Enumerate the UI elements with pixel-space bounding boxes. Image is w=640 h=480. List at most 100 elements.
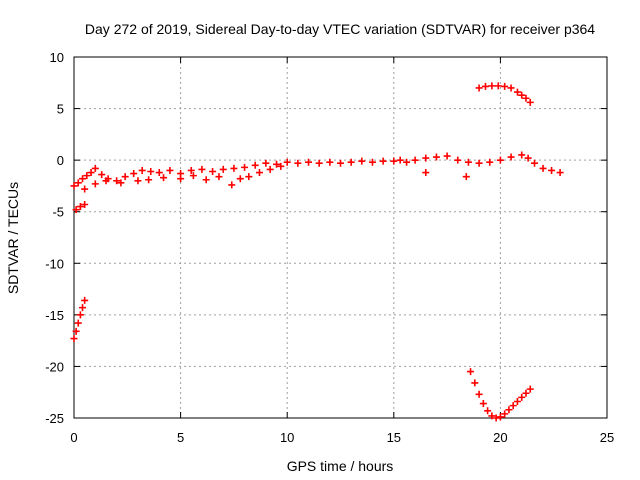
- y-tick-label: -25: [45, 411, 64, 426]
- data-point: [501, 410, 509, 418]
- data-point: [305, 158, 313, 166]
- data-point: [464, 158, 472, 166]
- data-point: [390, 157, 398, 165]
- data-point: [74, 319, 82, 327]
- data-point: [130, 170, 138, 178]
- data-point: [81, 200, 89, 208]
- data-point: [160, 174, 168, 182]
- data-point: [81, 185, 89, 193]
- y-tick-label: 10: [50, 50, 64, 65]
- data-point: [76, 311, 84, 319]
- data-point: [505, 406, 513, 414]
- data-point: [166, 166, 174, 174]
- data-point: [443, 152, 451, 160]
- axis-ticks: 0 5 10 15 20 25 -25 -20 -15 -10 -5 0 5 10: [45, 50, 614, 445]
- data-point: [87, 169, 95, 177]
- data-point: [145, 176, 153, 184]
- grid: [74, 57, 607, 418]
- data-point: [230, 164, 238, 172]
- data-point: [494, 82, 502, 90]
- data-point: [496, 156, 504, 164]
- y-tick-label: -20: [45, 359, 64, 374]
- data-point: [202, 176, 210, 184]
- data-point: [526, 98, 534, 106]
- y-tick-label: 5: [57, 102, 64, 117]
- data-point: [72, 327, 80, 335]
- data-point: [283, 158, 291, 166]
- data-point: [262, 159, 270, 167]
- y-tick-label: -10: [45, 256, 64, 271]
- data-point: [524, 154, 532, 162]
- data-point: [484, 407, 492, 415]
- data-point: [481, 82, 489, 90]
- data-point: [70, 335, 78, 343]
- data-point: [422, 169, 430, 177]
- data-point: [358, 157, 366, 165]
- data-point: [277, 162, 285, 170]
- data-point: [475, 159, 483, 167]
- data-point: [496, 413, 504, 421]
- data-point: [113, 177, 121, 185]
- y-tick-label: -15: [45, 308, 64, 323]
- data-point: [79, 175, 87, 183]
- data-point: [462, 173, 470, 181]
- data-point: [83, 172, 91, 180]
- data-point: [81, 296, 89, 304]
- data-point: [507, 84, 515, 92]
- data-point: [121, 173, 129, 181]
- data-point: [479, 400, 487, 408]
- data-point: [273, 160, 281, 168]
- y-tick-label: -5: [52, 205, 64, 220]
- series-upper-right-arc: [475, 82, 534, 106]
- data-point: [251, 161, 259, 169]
- data-point: [255, 169, 263, 177]
- data-point: [556, 169, 564, 177]
- x-tick-label: 15: [387, 430, 401, 445]
- data-point: [531, 159, 539, 167]
- data-point: [492, 414, 500, 422]
- data-point: [518, 91, 526, 99]
- data-point: [548, 166, 556, 174]
- data-point: [475, 390, 483, 398]
- data-point: [98, 171, 106, 179]
- data-point: [501, 82, 509, 90]
- data-point: [379, 157, 387, 165]
- data-point: [91, 180, 99, 188]
- data-point: [454, 156, 462, 164]
- data-point: [396, 156, 404, 164]
- data-point: [422, 154, 430, 162]
- data-point: [522, 389, 530, 397]
- x-tick-label: 0: [70, 430, 77, 445]
- data-point: [488, 82, 496, 90]
- data-point: [368, 158, 376, 166]
- chart-title: Day 272 of 2019, Sidereal Day-to-day VTE…: [85, 21, 595, 37]
- data-point: [138, 166, 146, 174]
- data-point: [266, 165, 274, 173]
- data-point: [432, 153, 440, 161]
- data-point: [117, 179, 125, 187]
- series-main-band-lower: [81, 162, 285, 193]
- data-point: [219, 165, 227, 173]
- data-point: [467, 368, 475, 376]
- data-point: [539, 164, 547, 172]
- data-point: [198, 165, 206, 173]
- data-point: [513, 88, 521, 96]
- data-point: [155, 169, 163, 177]
- data-point: [526, 385, 534, 393]
- series-main-band: [70, 151, 564, 190]
- data-point: [315, 159, 323, 167]
- data-point: [74, 179, 82, 187]
- data-point: [241, 163, 249, 171]
- data-point: [513, 397, 521, 405]
- y-axis-label: SDTVAR / TECUs: [5, 182, 21, 294]
- data-point: [177, 175, 185, 183]
- data-point: [337, 159, 344, 167]
- data-point: [76, 203, 84, 211]
- data-point: [403, 158, 411, 166]
- x-tick-label: 10: [280, 430, 294, 445]
- data-point: [236, 175, 244, 183]
- data-point: [522, 94, 530, 102]
- plot-frame: [73, 56, 608, 419]
- series-isolated-points: [422, 169, 470, 181]
